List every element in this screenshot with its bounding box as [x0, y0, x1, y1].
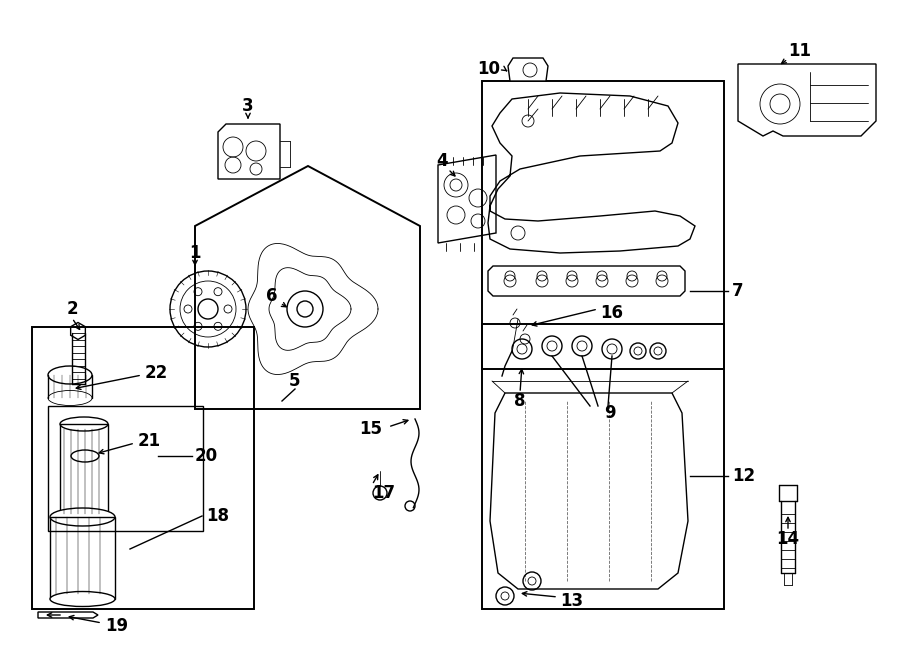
Text: 17: 17: [372, 484, 395, 502]
Text: 22: 22: [145, 364, 168, 382]
Text: 16: 16: [600, 304, 623, 322]
Text: 12: 12: [732, 467, 755, 485]
Text: 6: 6: [266, 287, 278, 305]
Text: 9: 9: [604, 404, 616, 422]
Text: 18: 18: [206, 507, 229, 525]
Bar: [48, 406, 203, 531]
Text: 20: 20: [195, 447, 218, 465]
Text: 11: 11: [788, 42, 812, 60]
Text: 2: 2: [67, 300, 77, 318]
Text: 5: 5: [289, 372, 301, 390]
Ellipse shape: [60, 513, 108, 525]
Polygon shape: [508, 58, 548, 81]
Polygon shape: [38, 612, 98, 618]
Text: 1: 1: [189, 244, 201, 262]
Polygon shape: [70, 323, 86, 340]
Ellipse shape: [60, 417, 108, 431]
Text: 21: 21: [138, 432, 161, 450]
Text: 10: 10: [477, 60, 500, 78]
Bar: [60, 424, 108, 519]
Bar: [32, 327, 254, 609]
Text: 3: 3: [242, 97, 254, 115]
Bar: [482, 81, 724, 369]
Text: 13: 13: [560, 592, 583, 610]
Text: 8: 8: [514, 392, 526, 410]
Text: 4: 4: [436, 152, 448, 170]
Text: 15: 15: [359, 420, 382, 438]
Bar: [50, 517, 115, 599]
Text: 7: 7: [732, 282, 743, 300]
Text: 14: 14: [777, 530, 799, 548]
Circle shape: [198, 299, 218, 319]
Text: 19: 19: [105, 617, 128, 635]
Ellipse shape: [50, 508, 115, 526]
Bar: [482, 324, 724, 609]
Ellipse shape: [50, 592, 115, 607]
